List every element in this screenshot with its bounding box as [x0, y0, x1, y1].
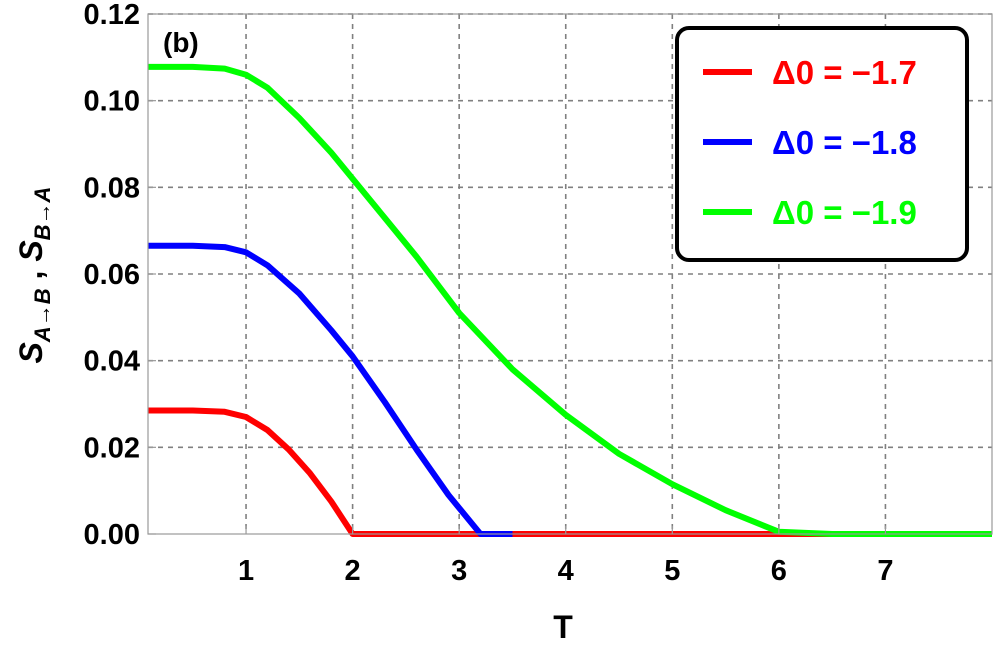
x-tick-label-5: 5 — [664, 555, 680, 587]
y-axis-title-sub2: B→A — [30, 187, 55, 241]
legend-box — [675, 26, 969, 262]
y-tick-label-4: 0.06 — [84, 259, 140, 291]
x-tick-label-7: 7 — [877, 555, 893, 587]
y-tick-label-1: 0.00 — [84, 519, 140, 551]
x-ticks: 1 2 3 4 5 6 7 — [238, 526, 894, 587]
legend: Δ0 = −1.7 Δ0 = −1.8 Δ0 = −1.9 — [675, 26, 969, 262]
series-line-3 — [148, 63, 992, 537]
x-tick-label-1: 1 — [238, 555, 254, 587]
y-axis-title: SA→B , SB→A — [13, 187, 55, 364]
y-ticks: 0.00 0.02 0.04 0.06 0.08 0.10 0.12 — [84, 0, 156, 551]
y-axis-title-sep: , — [13, 262, 49, 289]
y-axis-title-s2: S — [13, 240, 49, 262]
x-tick-label-6: 6 — [771, 555, 787, 587]
y-axis-title-s1: S — [13, 341, 49, 363]
series-line-1 — [148, 407, 992, 537]
legend-entries: Δ0 = −1.7 Δ0 = −1.8 Δ0 = −1.9 — [703, 54, 917, 231]
legend-label-1: Δ0 = −1.7 — [772, 54, 917, 91]
y-tick-label-6: 0.10 — [84, 86, 140, 118]
y-tick-label-2: 0.02 — [84, 432, 140, 464]
x-tick-label-2: 2 — [345, 555, 361, 587]
y-tick-label-3: 0.04 — [84, 346, 140, 378]
y-tick-label-5: 0.08 — [84, 172, 140, 204]
legend-label-2: Δ0 = −1.8 — [772, 124, 917, 161]
legend-label-3: Δ0 = −1.9 — [772, 194, 917, 231]
series-line-2 — [148, 242, 513, 537]
y-tick-label-7: 0.12 — [84, 0, 140, 31]
x-axis-title: T — [553, 609, 573, 645]
x-tick-label-3: 3 — [451, 555, 467, 587]
y-axis-title-sub1: A→B — [30, 288, 55, 343]
x-tick-label-4: 4 — [558, 555, 574, 587]
panel-label: (b) — [163, 27, 199, 58]
